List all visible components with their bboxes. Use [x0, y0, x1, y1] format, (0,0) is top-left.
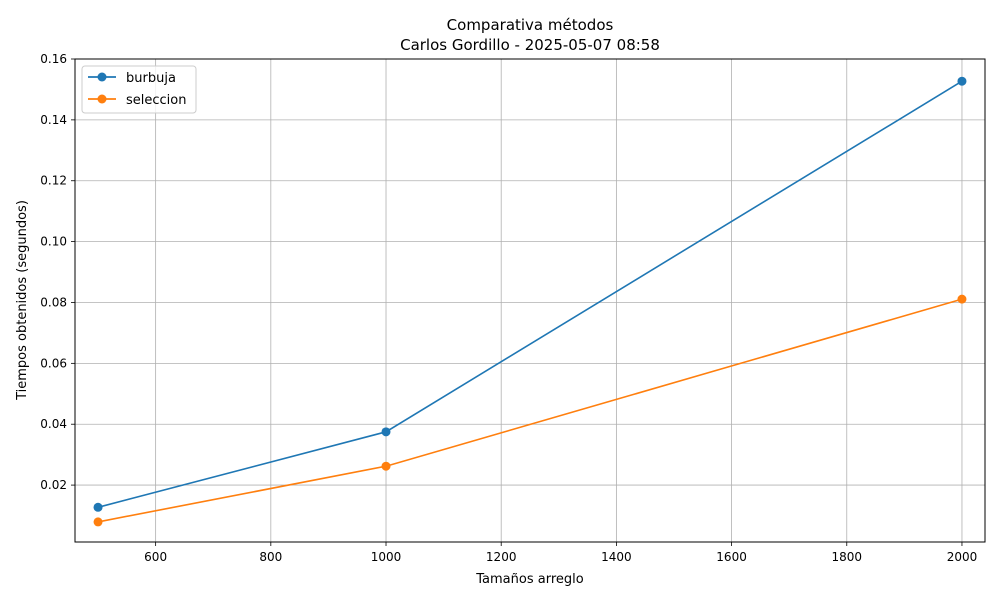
x-tick-label: 2000 — [947, 550, 978, 564]
data-point-seleccion — [93, 517, 103, 527]
y-tick-label: 0.16 — [40, 52, 67, 66]
x-axis: 600 800 1000 1200 1400 1600 1800 2000 — [144, 542, 977, 564]
legend-marker-burbuja — [97, 72, 107, 82]
y-tick-label: 0.14 — [40, 113, 67, 127]
y-tick-label: 0.08 — [40, 295, 67, 309]
x-axis-label: Tamaños arreglo — [475, 572, 583, 587]
data-point-seleccion — [381, 461, 391, 471]
y-axis-label: Tiempos obtenidos (segundos) — [15, 200, 30, 401]
y-tick-label: 0.10 — [40, 235, 67, 249]
x-tick-label: 600 — [144, 550, 167, 564]
legend: burbuja seleccion — [81, 65, 197, 114]
chart-title: Comparativa métodos — [447, 16, 614, 34]
data-point-seleccion — [957, 294, 967, 304]
series-group — [93, 76, 967, 527]
plot-frame — [74, 58, 986, 543]
legend-label-burbuja: burbuja — [126, 71, 176, 86]
x-tick-label: 1000 — [371, 550, 402, 564]
x-tick-label: 1400 — [601, 550, 632, 564]
x-tick-label: 1200 — [486, 550, 517, 564]
y-tick-label: 0.06 — [40, 356, 67, 370]
x-tick-label: 1600 — [716, 550, 747, 564]
x-tick-label: 1800 — [831, 550, 862, 564]
y-axis: 0.02 0.04 0.06 0.08 0.10 0.12 0.14 0.16 — [40, 52, 75, 492]
x-tick-label: 800 — [259, 550, 282, 564]
data-point-burbuja — [957, 76, 967, 86]
y-tick-label: 0.04 — [40, 417, 67, 431]
legend-marker-seleccion — [97, 94, 107, 104]
data-point-burbuja — [93, 502, 103, 512]
data-point-burbuja — [381, 427, 391, 437]
legend-label-seleccion: seleccion — [126, 93, 186, 108]
chart-subtitle: Carlos Gordillo - 2025-05-07 08:58 — [400, 36, 660, 54]
y-tick-label: 0.12 — [40, 174, 67, 188]
y-tick-label: 0.02 — [40, 478, 67, 492]
